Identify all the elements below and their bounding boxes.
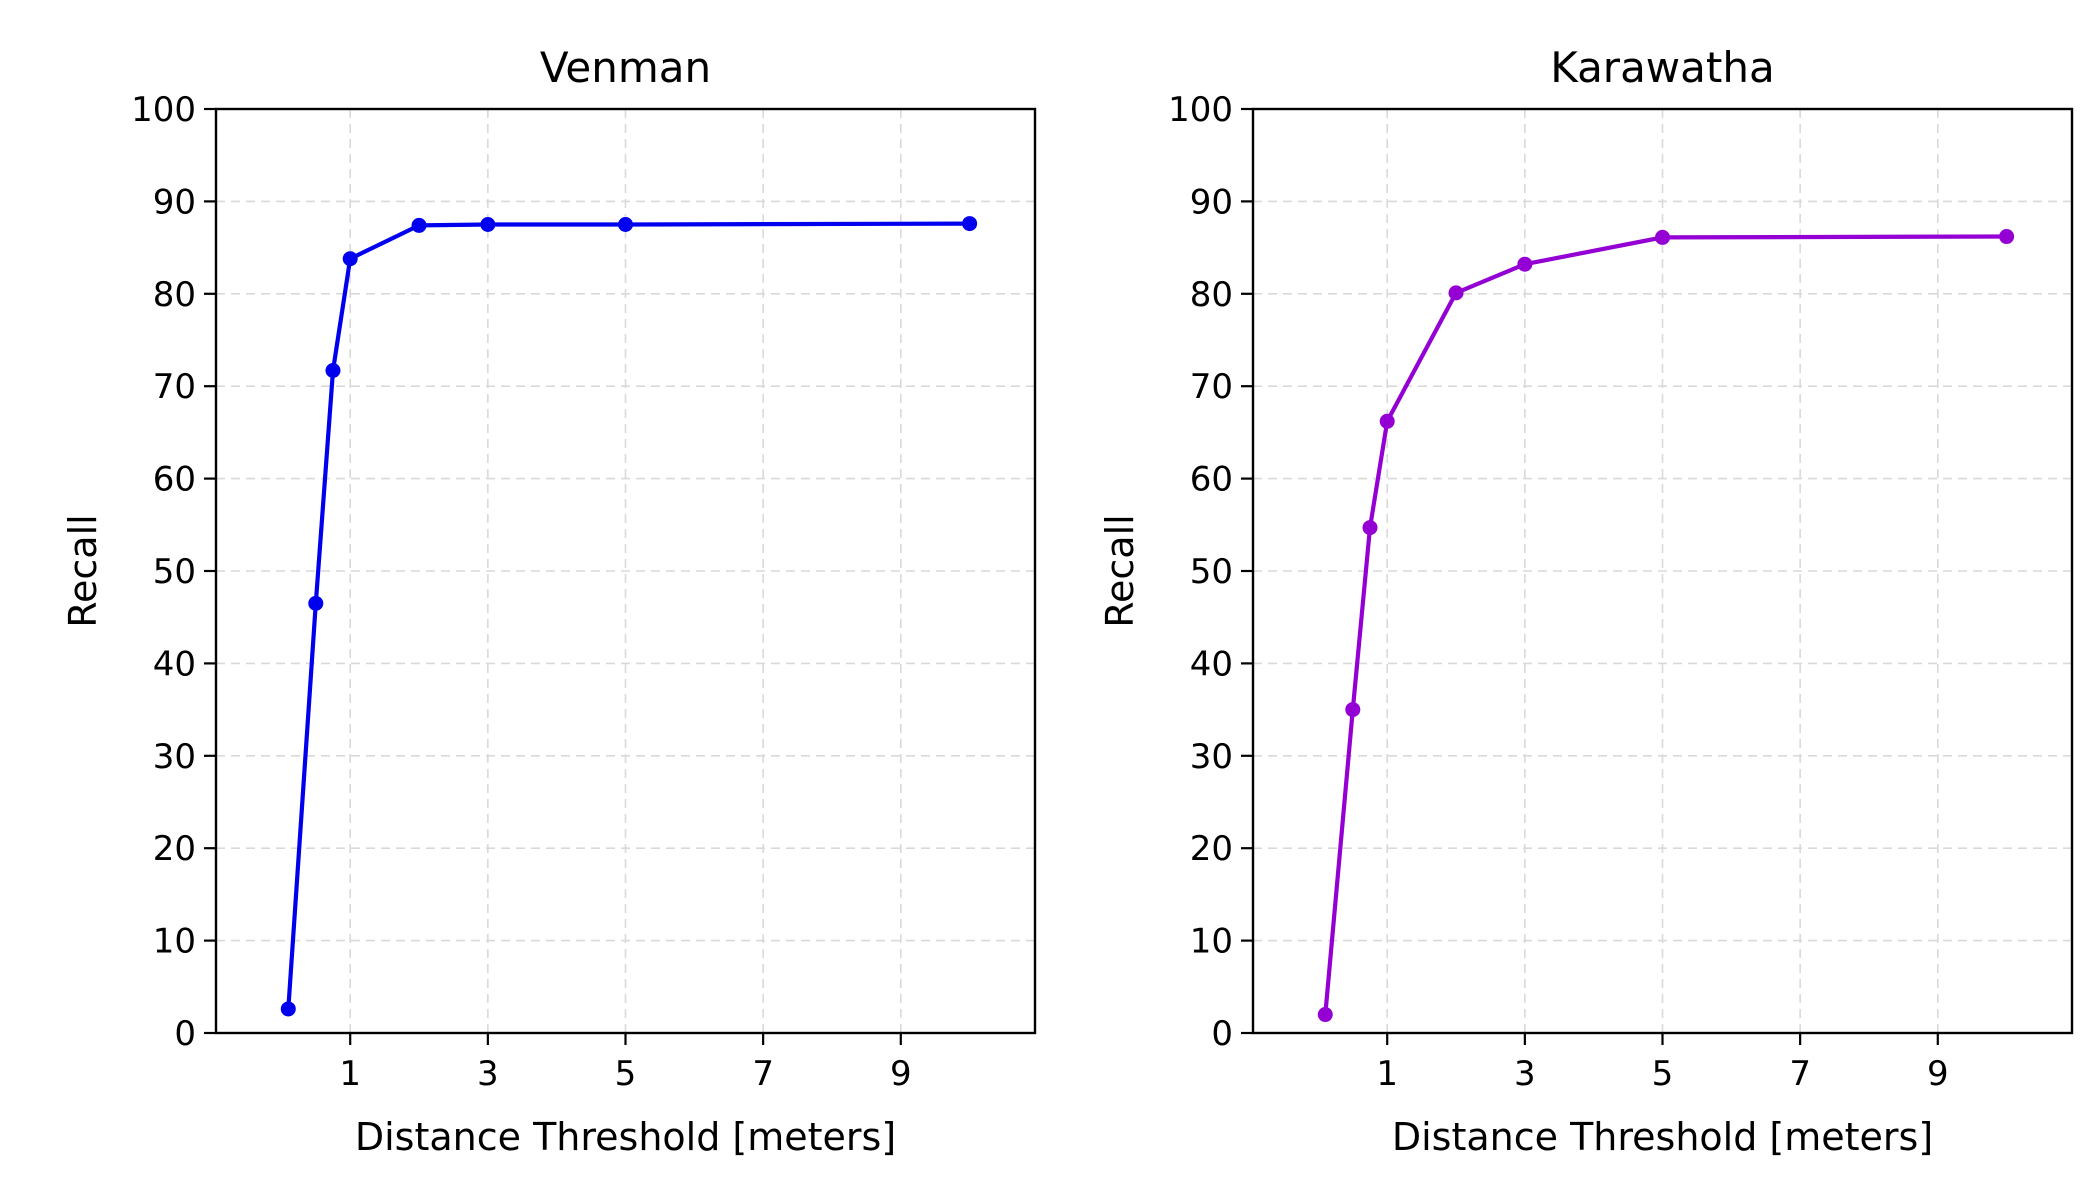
y-tick-label: 90 <box>1190 182 1233 222</box>
x-tick-label: 5 <box>615 1054 637 1094</box>
chart-title: Karawatha <box>1550 43 1774 92</box>
data-point <box>1999 229 2015 245</box>
x-tick-label: 5 <box>1652 1054 1674 1094</box>
y-tick-label: 100 <box>131 90 196 130</box>
data-point <box>1379 413 1395 429</box>
y-tick-label: 100 <box>1168 90 1233 130</box>
y-tick-label: 40 <box>153 644 196 684</box>
data-point <box>411 217 427 233</box>
data-point <box>308 595 324 611</box>
data-point <box>1517 256 1533 272</box>
x-axis-label: Distance Threshold [meters] <box>355 1115 896 1159</box>
data-point <box>962 216 978 232</box>
y-tick-label: 60 <box>1190 460 1233 500</box>
y-tick-label: 0 <box>1211 1014 1233 1054</box>
data-point <box>325 362 341 378</box>
data-point <box>1448 285 1464 301</box>
data-point <box>480 217 496 232</box>
y-tick-label: 40 <box>1190 644 1233 684</box>
x-tick-label: 7 <box>752 1054 774 1094</box>
data-point <box>1362 520 1378 536</box>
data-point <box>1345 702 1361 718</box>
x-tick-label: 1 <box>339 1054 361 1094</box>
x-tick-label: 3 <box>477 1054 499 1094</box>
data-point <box>280 1001 296 1017</box>
y-tick-label: 80 <box>153 275 196 315</box>
data-point <box>618 217 633 232</box>
y-tick-label: 70 <box>1190 367 1233 407</box>
y-tick-label: 10 <box>1190 922 1233 962</box>
data-point <box>342 251 358 267</box>
chart-panel-2: 1 3 5 7 90102030405060708090100KarawathaDist… <box>1098 43 2074 1159</box>
series-line <box>286 221 970 1010</box>
y-tick-label: 10 <box>153 922 196 962</box>
y-axis-label: Recall <box>1098 514 1142 627</box>
y-tick-label: 50 <box>1190 552 1233 592</box>
x-tick-label: 3 <box>1514 1054 1536 1094</box>
chart-panel-1: 1 3 5 7 90102030405060708090100VenmanDistanc… <box>61 43 1037 1159</box>
data-point <box>1655 229 1670 245</box>
x-axis-label: Distance Threshold [meters] <box>1392 1115 1933 1159</box>
y-tick-label: 60 <box>153 460 196 500</box>
x-tick-label: 9 <box>890 1054 912 1094</box>
y-tick-label: 30 <box>1190 737 1233 777</box>
y-tick-label: 80 <box>1190 275 1233 315</box>
y-tick-label: 20 <box>1190 829 1233 869</box>
y-axis-label: Recall <box>61 514 105 627</box>
x-tick-label: 7 <box>1789 1054 1811 1094</box>
y-tick-label: 70 <box>153 367 196 407</box>
y-tick-label: 50 <box>153 552 196 592</box>
data-point <box>1317 1007 1333 1023</box>
x-tick-label: 9 <box>1927 1054 1949 1094</box>
x-tick-label: 1 <box>1376 1054 1398 1094</box>
y-tick-label: 20 <box>153 829 196 869</box>
series-line <box>1323 234 2007 1015</box>
y-tick-label: 90 <box>153 182 196 222</box>
chart-title: Venman <box>540 43 711 92</box>
y-tick-label: 0 <box>174 1014 196 1054</box>
y-tick-label: 30 <box>153 737 196 777</box>
